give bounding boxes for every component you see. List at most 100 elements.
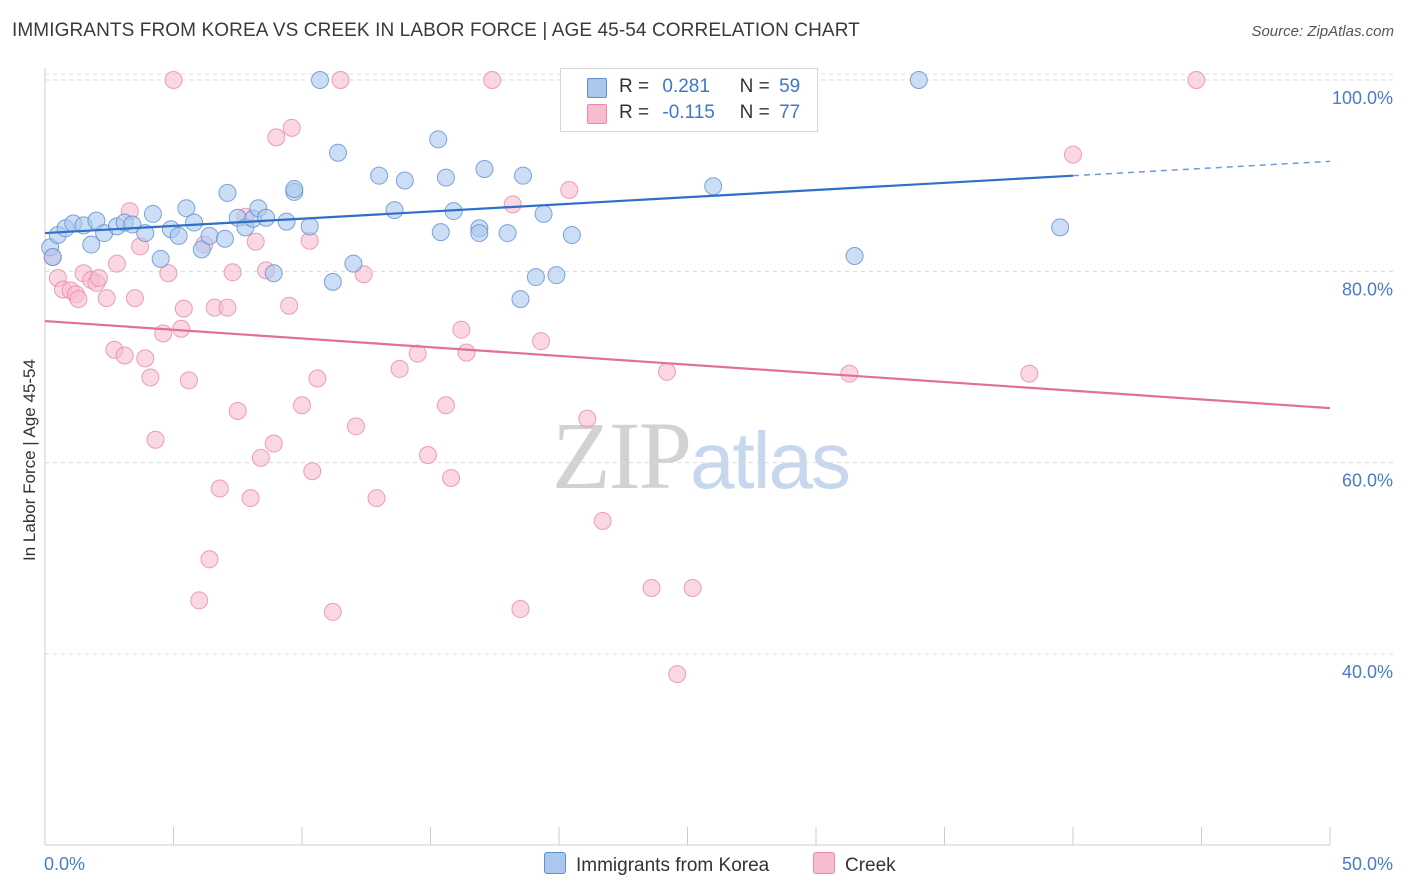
- creek-point: [125, 289, 144, 308]
- creek-point: [593, 512, 612, 531]
- korea-point: [526, 268, 545, 287]
- korea-point: [514, 166, 533, 185]
- creek-point: [179, 371, 198, 390]
- bottom-legend-korea: Immigrants from Korea: [544, 852, 769, 876]
- korea-point: [470, 224, 489, 243]
- korea-point: [475, 159, 494, 178]
- x-tick-label: 0.0%: [44, 854, 85, 874]
- korea-point: [264, 264, 283, 283]
- creek-point: [408, 344, 427, 363]
- korea-point: [395, 171, 414, 190]
- creek-point: [146, 430, 165, 449]
- korea-trend-extension: [1072, 160, 1331, 177]
- creek-point: [503, 195, 522, 214]
- creek-point: [442, 468, 461, 487]
- creek-point: [390, 359, 409, 378]
- bottom-legend-swatch-creek: [813, 852, 835, 874]
- creek-point: [1187, 71, 1206, 89]
- creek-point: [174, 299, 193, 318]
- creek-point: [560, 181, 579, 200]
- creek-point: [141, 368, 160, 387]
- korea-point: [310, 71, 329, 89]
- creek-point: [164, 71, 183, 89]
- korea-point: [431, 223, 450, 242]
- korea-point: [300, 217, 319, 236]
- legend-r-value: 0.281: [662, 76, 710, 97]
- source-label: Source: ZipAtlas.com: [1251, 23, 1394, 40]
- legend-r-label: R =: [619, 102, 650, 123]
- korea-point: [845, 247, 864, 266]
- korea-point: [323, 272, 342, 291]
- bottom-legend-label-creek: Creek: [845, 855, 896, 876]
- creek-point: [452, 320, 471, 339]
- y-tick-label: 80.0%: [1342, 279, 1393, 299]
- korea-point: [215, 229, 234, 248]
- korea-point: [192, 240, 211, 259]
- creek-point: [241, 489, 260, 508]
- korea-point: [370, 166, 389, 185]
- creek-trend-line: [44, 319, 1331, 410]
- creek-point: [89, 269, 108, 288]
- watermark: ZIPatlas: [552, 400, 851, 511]
- creek-point: [251, 448, 270, 467]
- legend-r-label: R =: [619, 76, 650, 97]
- creek-point: [69, 290, 88, 309]
- creek-point: [280, 296, 299, 315]
- korea-point: [429, 130, 448, 149]
- creek-point: [323, 602, 342, 621]
- creek-point: [154, 324, 173, 343]
- creek-point: [223, 263, 242, 282]
- bottom-legend-label-korea: Immigrants from Korea: [576, 855, 770, 876]
- creek-point: [264, 434, 283, 453]
- creek-point: [159, 264, 178, 283]
- korea-point: [704, 177, 723, 196]
- creek-point: [511, 600, 530, 619]
- creek-point: [190, 591, 209, 610]
- creek-point: [210, 479, 229, 498]
- korea-point: [143, 204, 162, 223]
- creek-point: [246, 232, 265, 251]
- creek-point: [293, 396, 311, 415]
- bottom-legend-swatch-korea: [544, 852, 566, 874]
- creek-point: [228, 402, 247, 421]
- korea-trend-line: [44, 174, 1074, 235]
- legend-text-korea: R = 0.281 N = 59: [619, 76, 800, 98]
- creek-point: [107, 254, 126, 273]
- korea-point: [534, 204, 553, 223]
- creek-point: [303, 462, 322, 481]
- y-tick-label: 40.0%: [1342, 662, 1393, 682]
- korea-point: [562, 225, 581, 244]
- creek-point: [267, 128, 286, 147]
- korea-point: [1051, 218, 1070, 237]
- bottom-legend-creek: Creek: [813, 852, 896, 876]
- creek-point: [840, 364, 859, 383]
- legend-r-value: -0.115: [662, 102, 715, 123]
- korea-point: [385, 201, 404, 220]
- creek-point: [331, 71, 350, 89]
- korea-point: [277, 212, 296, 231]
- creek-point: [418, 446, 437, 465]
- creek-point: [367, 489, 386, 508]
- y-tick-label: 100.0%: [1332, 88, 1393, 108]
- korea-point: [909, 71, 928, 89]
- legend-swatch-creek: [587, 104, 607, 124]
- legend-text-creek: R = -0.115 N = 77: [619, 102, 800, 124]
- korea-point: [511, 290, 530, 309]
- korea-point: [185, 213, 204, 232]
- korea-point: [498, 224, 517, 243]
- korea-point: [547, 266, 566, 285]
- creek-point: [282, 118, 301, 137]
- korea-point: [436, 168, 455, 187]
- korea-point: [136, 224, 155, 243]
- legend-swatch-korea: [587, 78, 607, 98]
- creek-point: [483, 71, 502, 89]
- creek-point: [668, 665, 687, 684]
- creek-point: [308, 369, 327, 388]
- creek-point: [1020, 364, 1039, 383]
- creek-point: [1064, 145, 1082, 164]
- y-tick-label: 60.0%: [1342, 471, 1393, 491]
- creek-point: [346, 417, 365, 436]
- korea-point: [344, 254, 363, 273]
- korea-point: [257, 208, 276, 227]
